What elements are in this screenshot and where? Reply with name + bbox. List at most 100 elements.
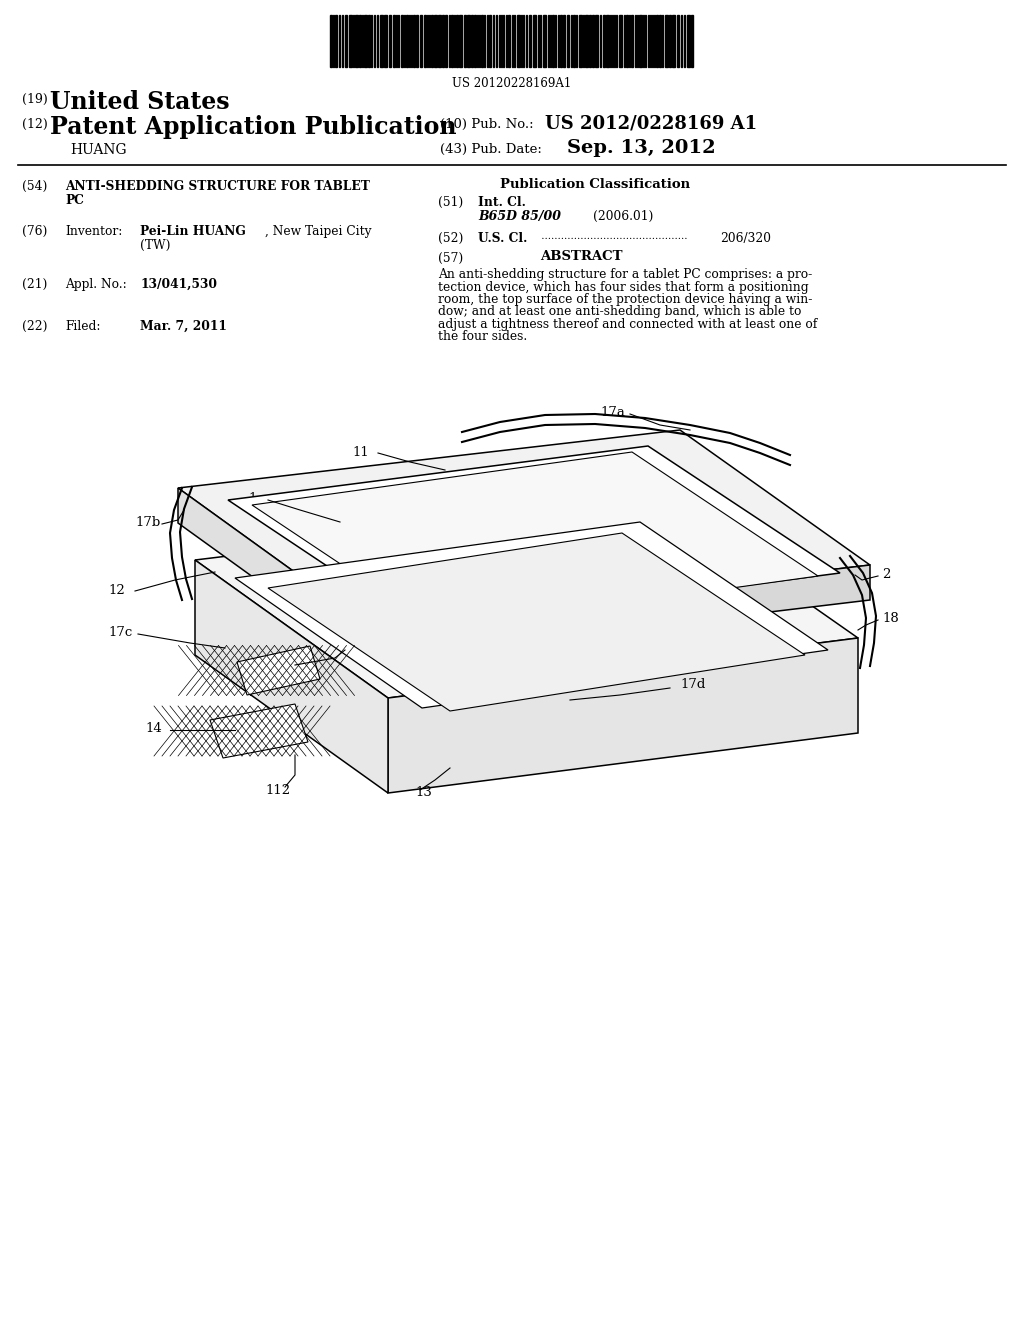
Text: 13: 13 [415, 787, 432, 800]
Bar [560, 15, 562, 67]
Text: (10) Pub. No.:: (10) Pub. No.: [440, 117, 534, 131]
Text: Sep. 13, 2012: Sep. 13, 2012 [567, 139, 716, 157]
Polygon shape [237, 645, 319, 696]
Polygon shape [210, 704, 308, 758]
Bar [442, 15, 444, 67]
Bar [534, 15, 536, 67]
Bar [687, 15, 690, 67]
Bar [567, 15, 569, 67]
Text: 17c: 17c [108, 626, 132, 639]
Bar [517, 15, 520, 67]
Polygon shape [195, 503, 858, 698]
Bar [445, 15, 447, 67]
Bar [481, 15, 483, 67]
Text: 17a: 17a [600, 405, 625, 418]
Bar [529, 15, 531, 67]
Text: Patent Application Publication: Patent Application Publication [50, 115, 457, 139]
Text: 112: 112 [265, 784, 290, 796]
Bar [451, 15, 453, 67]
Text: (21): (21) [22, 279, 47, 290]
Bar [464, 15, 466, 67]
Bar [471, 15, 473, 67]
Text: 11: 11 [352, 446, 369, 458]
Bar [592, 15, 594, 67]
Bar [631, 15, 633, 67]
Bar [691, 15, 693, 67]
Text: ABSTRACT: ABSTRACT [540, 249, 623, 263]
Text: (76): (76) [22, 224, 47, 238]
Text: 111: 111 [335, 639, 360, 652]
Bar [489, 15, 490, 67]
Bar [467, 15, 470, 67]
Text: Appl. No.:: Appl. No.: [65, 279, 127, 290]
Text: 18: 18 [882, 611, 899, 624]
Bar [413, 15, 415, 67]
Bar [384, 15, 387, 67]
Polygon shape [178, 430, 870, 624]
Text: adjust a tightness thereof and connected with at least one of: adjust a tightness thereof and connected… [438, 318, 817, 331]
Bar [456, 15, 458, 67]
Bar [579, 15, 582, 67]
Text: US 2012/0228169 A1: US 2012/0228169 A1 [545, 114, 757, 132]
Bar [639, 15, 642, 67]
Polygon shape [178, 488, 368, 660]
Text: .............................................: ........................................… [538, 232, 687, 242]
Text: Inventor:: Inventor: [65, 224, 123, 238]
Bar [349, 15, 352, 67]
Bar [603, 15, 605, 67]
Text: U.S. Cl.: U.S. Cl. [478, 232, 527, 246]
Text: 13/041,530: 13/041,530 [140, 279, 217, 290]
Text: room, the top surface of the protection device having a win-: room, the top surface of the protection … [438, 293, 812, 306]
Bar [438, 15, 441, 67]
Bar [606, 15, 609, 67]
Text: 12: 12 [108, 583, 125, 597]
Polygon shape [388, 638, 858, 793]
Bar [420, 15, 422, 67]
Bar [406, 15, 408, 67]
Bar [672, 15, 675, 67]
Text: 17d: 17d [680, 678, 706, 692]
Bar [618, 15, 622, 67]
Text: Mar. 7, 2011: Mar. 7, 2011 [140, 319, 227, 333]
Bar [665, 15, 668, 67]
Bar [393, 15, 395, 67]
Polygon shape [234, 521, 828, 708]
Polygon shape [252, 451, 818, 630]
Bar [508, 15, 510, 67]
Text: Pei-Lin HUANG: Pei-Lin HUANG [140, 224, 246, 238]
Bar [585, 15, 588, 67]
Bar [474, 15, 476, 67]
Text: (54): (54) [22, 180, 47, 193]
Text: (TW): (TW) [140, 239, 171, 252]
Bar [552, 15, 554, 67]
Bar [380, 15, 383, 67]
Bar [656, 15, 658, 67]
Bar [364, 15, 367, 67]
Polygon shape [268, 533, 805, 711]
Text: ANTI-SHEDDING STRUCTURE FOR TABLET: ANTI-SHEDDING STRUCTURE FOR TABLET [65, 180, 370, 193]
Text: Filed:: Filed: [65, 319, 100, 333]
Bar [589, 15, 591, 67]
Text: (43) Pub. Date:: (43) Pub. Date: [440, 143, 542, 156]
Bar [345, 15, 347, 67]
Bar [401, 15, 403, 67]
Text: (57): (57) [438, 252, 463, 265]
Text: 2: 2 [882, 569, 891, 582]
Text: B65D 85/00: B65D 85/00 [478, 210, 561, 223]
Bar [416, 15, 418, 67]
Text: (52): (52) [438, 232, 464, 246]
Bar [355, 15, 358, 67]
Text: 206/320: 206/320 [720, 232, 771, 246]
Bar [573, 15, 575, 67]
Polygon shape [368, 565, 870, 660]
Text: 17b: 17b [135, 516, 160, 528]
Text: Publication Classification: Publication Classification [500, 178, 690, 191]
Bar [359, 15, 361, 67]
Text: (19): (19) [22, 92, 48, 106]
Polygon shape [228, 446, 840, 628]
Text: Int. Cl.: Int. Cl. [478, 195, 526, 209]
Text: 14: 14 [145, 722, 162, 734]
Text: tection device, which has four sides that form a positioning: tection device, which has four sides tha… [438, 281, 809, 293]
Bar [669, 15, 671, 67]
Bar [659, 15, 662, 67]
